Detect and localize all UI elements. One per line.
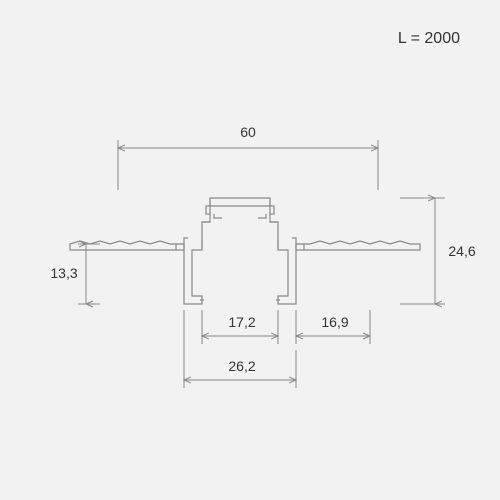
drawing-svg [0,0,500,500]
profile-section [70,198,420,304]
dimension-lines [78,140,445,388]
diagram-canvas: L = 2000 60 24,6 13,3 17,2 16,9 26,2 [0,0,500,500]
